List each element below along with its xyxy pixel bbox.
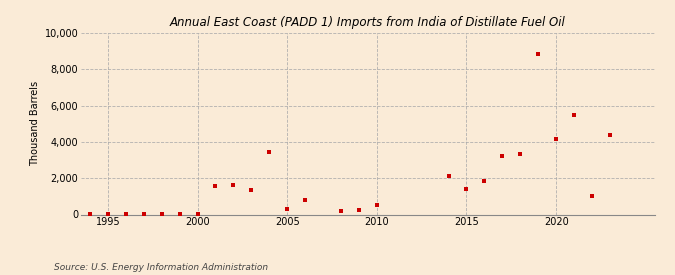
Point: [587, 194, 597, 199]
Point: [479, 179, 490, 183]
Point: [192, 211, 203, 216]
Point: [174, 211, 185, 216]
Point: [210, 184, 221, 189]
Y-axis label: Thousand Barrels: Thousand Barrels: [30, 81, 40, 166]
Point: [300, 198, 310, 202]
Point: [84, 212, 95, 217]
Point: [157, 211, 167, 216]
Point: [354, 208, 364, 212]
Point: [264, 150, 275, 154]
Point: [443, 174, 454, 178]
Point: [515, 152, 526, 156]
Point: [533, 52, 543, 56]
Point: [138, 211, 149, 216]
Point: [335, 209, 346, 213]
Point: [371, 203, 382, 208]
Point: [120, 211, 131, 216]
Point: [605, 133, 616, 137]
Point: [246, 188, 256, 192]
Title: Annual East Coast (PADD 1) Imports from India of Distillate Fuel Oil: Annual East Coast (PADD 1) Imports from …: [170, 16, 566, 29]
Point: [228, 183, 239, 188]
Point: [551, 137, 562, 141]
Text: Source: U.S. Energy Information Administration: Source: U.S. Energy Information Administ…: [54, 263, 268, 272]
Point: [461, 187, 472, 191]
Point: [103, 212, 113, 216]
Point: [497, 154, 508, 159]
Point: [281, 207, 292, 211]
Point: [568, 112, 579, 117]
